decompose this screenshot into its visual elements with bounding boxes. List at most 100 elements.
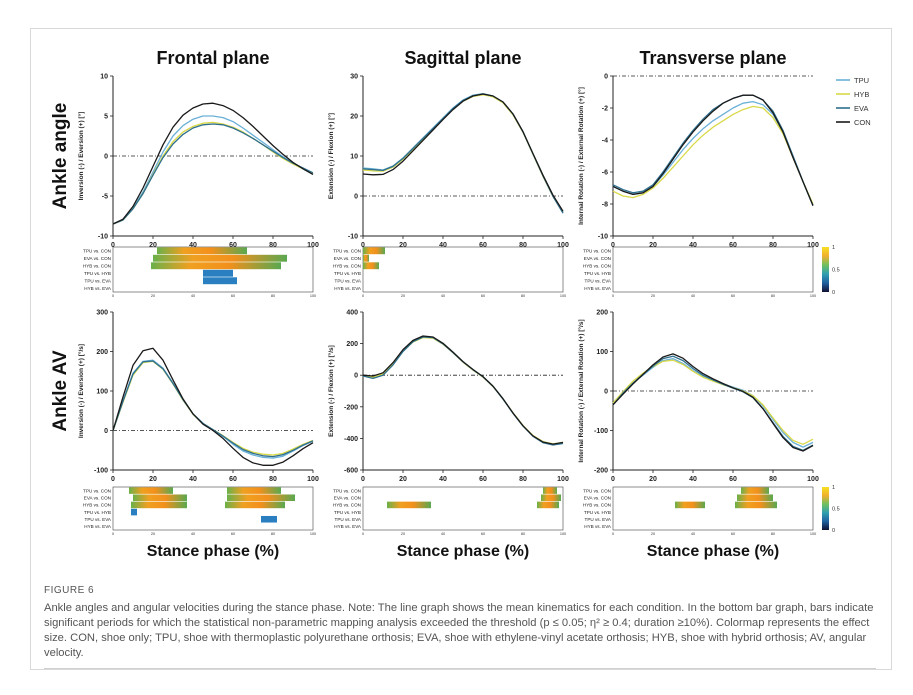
spm-row-label: HYB vs. EVA — [334, 524, 362, 529]
spm-row-label: EVA vs. CON — [334, 256, 361, 261]
y-tick-label: -8 — [602, 202, 608, 209]
y-tick-label: 100 — [596, 349, 608, 356]
x-tick-label: 80 — [519, 476, 527, 483]
spm-panel-frontal-angle: TPU vs. CON EVA vs. CON HYB vs. CON TPU vs.… — [83, 246, 316, 298]
spm-x-tick-label: 0 — [112, 294, 114, 298]
y-tick-label: -5 — [102, 194, 108, 201]
x-tick-label: 0 — [611, 476, 615, 483]
y-tick-label: 0 — [604, 389, 608, 396]
spm-row-label: HYB vs. EVA — [584, 524, 612, 529]
x-tick-label: 100 — [807, 242, 819, 249]
y-tick-label: -6 — [602, 170, 608, 177]
x-tick-label: 100 — [807, 476, 819, 483]
spm-bar — [227, 494, 295, 502]
spm-row-label: HYB vs. EVA — [84, 524, 112, 529]
spm-row-label: TPU vs. CON — [333, 249, 361, 254]
spm-row-label: TPU vs. CON — [83, 249, 111, 254]
spm-panel-frontal-av: TPU vs. CON EVA vs. CON HYB vs. CON TPU vs.… — [83, 486, 316, 536]
spm-x-tick-label: 0 — [612, 294, 614, 298]
x-tick-label: 100 — [557, 476, 569, 483]
x-tick-label: 40 — [689, 242, 697, 249]
spm-x-tick-label: 20 — [401, 294, 405, 298]
spm-x-tick-label: 100 — [560, 532, 566, 536]
x-tick-label: 100 — [307, 242, 319, 249]
spm-x-tick-label: 20 — [401, 532, 405, 536]
spm-row-label: HYB vs. CON — [333, 264, 361, 269]
spm-bar — [387, 501, 431, 509]
spm-x-tick-label: 60 — [231, 532, 235, 536]
y-tick-label: 200 — [346, 341, 358, 348]
spm-x-tick-label: 100 — [810, 294, 816, 298]
spm-x-tick-label: 60 — [731, 532, 735, 536]
panel-sagittal-av: -600 -400 -200 0 200 400 0 20 40 60 80 100 Extension… — [327, 310, 569, 484]
x-tick-label: 60 — [479, 476, 487, 483]
y-axis-label: Extension (-) / Flexion (+) [°] — [327, 113, 335, 199]
spm-bar — [737, 494, 773, 502]
series-line-con — [112, 347, 314, 466]
spm-bar — [203, 269, 233, 277]
colorbar-tick-2: 0 — [832, 528, 835, 534]
y-axis-label: Internal Rotation (-) / External Rotatio… — [577, 319, 585, 462]
spm-bar — [675, 501, 705, 509]
series-line-hyb — [362, 336, 564, 445]
spm-bar — [133, 494, 187, 502]
colorbar-tick-1: 0.5 — [832, 507, 840, 513]
legend: TPU HYB EVA CON — [836, 76, 871, 127]
x-axis-label-0: Stance phase (%) — [147, 543, 279, 560]
spm-x-tick-label: 100 — [560, 294, 566, 298]
legend-label-hyb: HYB — [854, 90, 869, 99]
y-tick-label: 0 — [604, 74, 608, 81]
spm-bar — [261, 515, 277, 523]
x-tick-label: 40 — [189, 476, 197, 483]
spm-row-label: TPU vs. CON — [333, 488, 361, 493]
spm-x-tick-label: 100 — [810, 532, 816, 536]
spm-row-label: HYB vs. CON — [583, 503, 611, 508]
spm-row-label: TPU vs. EVA — [85, 279, 112, 284]
row-title-0: Ankle angle — [50, 103, 71, 210]
spm-frame — [612, 486, 814, 531]
y-tick-label: 30 — [350, 74, 358, 81]
y-tick-label: -100 — [94, 468, 108, 475]
y-tick-label: -400 — [344, 436, 358, 443]
spm-row-label: HYB vs. EVA — [84, 286, 112, 291]
x-axis-label-1: Stance phase (%) — [397, 543, 529, 560]
spm-x-tick-label: 80 — [521, 294, 525, 298]
column-title-2: Transverse plane — [639, 48, 786, 68]
y-axis-label: Extension (-) / Flexion (+) [°/s] — [327, 345, 335, 437]
series-line-tpu — [612, 100, 814, 206]
spm-bar — [131, 508, 137, 516]
panel-transverse-av: -200 -100 0 100 200 0 20 40 60 80 100 Internal Rota… — [577, 310, 819, 484]
spm-row-label: HYB vs. EVA — [584, 286, 612, 291]
figure-label: FIGURE 6 — [44, 585, 95, 596]
figure-canvas: Frontal plane Sagittal plane Transverse pl… — [50, 48, 871, 560]
spm-row-label: TPU vs. EVA — [335, 279, 362, 284]
spm-row-label: TPU vs. EVA — [335, 517, 362, 522]
x-tick-label: 0 — [111, 476, 115, 483]
x-tick-label: 40 — [689, 476, 697, 483]
y-tick-label: -100 — [594, 428, 608, 435]
x-tick-label: 80 — [519, 242, 527, 249]
series-line-hyb — [612, 105, 814, 205]
spm-row-label: HYB vs. EVA — [334, 286, 362, 291]
spm-x-tick-label: 80 — [771, 532, 775, 536]
x-tick-label: 60 — [729, 242, 737, 249]
spm-row-label: EVA vs. CON — [84, 256, 111, 261]
spm-row-label: EVA vs. CON — [334, 496, 361, 501]
spm-row-label: TPU vs. HYB — [84, 271, 111, 276]
y-tick-label: 200 — [596, 310, 608, 317]
series-line-tpu — [112, 115, 314, 225]
spm-x-tick-label: 40 — [691, 294, 695, 298]
spm-bar — [363, 254, 369, 262]
column-title-1: Sagittal plane — [404, 48, 521, 68]
spm-x-tick-label: 40 — [441, 294, 445, 298]
spm-row-label: TPU vs. CON — [83, 488, 111, 493]
y-tick-label: 0 — [104, 428, 108, 435]
y-axis-label: Internal Rotation (-) / External Rotatio… — [577, 87, 585, 225]
spm-x-tick-label: 60 — [481, 532, 485, 536]
y-tick-label: -200 — [344, 404, 358, 411]
x-tick-label: 0 — [611, 242, 615, 249]
spm-row-label: EVA vs. CON — [584, 496, 611, 501]
spm-frame — [612, 246, 814, 293]
x-tick-label: 20 — [649, 476, 657, 483]
x-tick-label: 40 — [439, 242, 447, 249]
